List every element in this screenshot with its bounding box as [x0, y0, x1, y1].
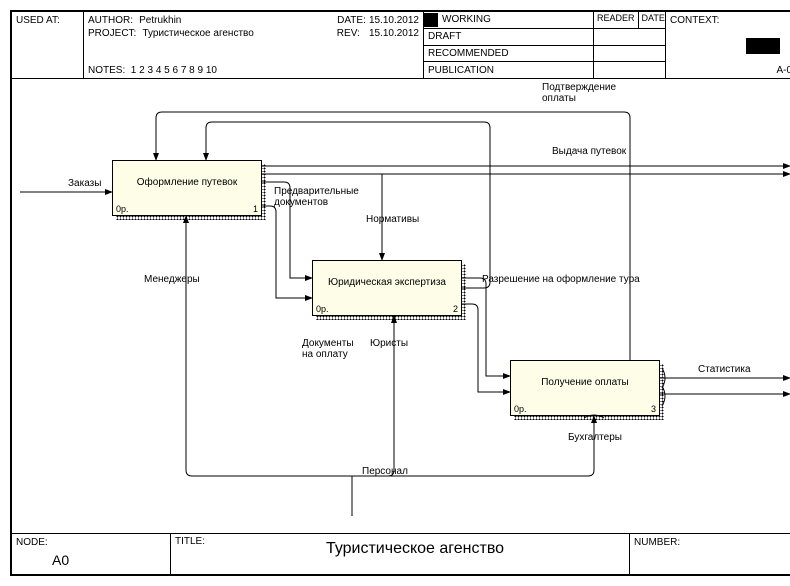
- label-predv: Предварительные документов: [274, 186, 359, 208]
- reader-label: READER: [594, 12, 639, 28]
- node-num: 1: [253, 204, 258, 214]
- status-draft: DRAFT: [424, 29, 593, 46]
- notes-label: NOTES:: [88, 65, 125, 76]
- node-oformlenie: Оформление путевок 0р. 1: [112, 160, 262, 216]
- node-id: 0р.: [514, 404, 527, 414]
- date-label: DATE:: [337, 15, 366, 26]
- node-id: 0р.: [116, 204, 129, 214]
- label-pers: Персонал: [362, 466, 408, 477]
- context-block: CONTEXT: A-0: [666, 12, 790, 78]
- label-podtv: Подтверждение оплаты: [542, 82, 616, 104]
- header: USED AT: AUTHOR: Petrukhin DATE: 15.10.2…: [12, 12, 790, 79]
- status-publication: PUBLICATION: [424, 62, 593, 78]
- notes-value: 1 2 3 4 5 6 7 8 9 10: [131, 65, 217, 76]
- footer-number: NUMBER:: [630, 534, 790, 574]
- node-yuridicheskaya: Юридическая экспертиза 0р. 2: [312, 260, 462, 316]
- label-doc: Документы на оплату: [302, 338, 354, 360]
- label-bukh: Бухгалтеры: [568, 432, 622, 443]
- node-num: 2: [453, 304, 458, 314]
- label-yur: Юристы: [370, 338, 408, 349]
- node-label: Получение оплаты: [517, 377, 653, 388]
- node-num: 3: [651, 404, 656, 414]
- label-razr: Разрешение на оформление тура: [482, 274, 640, 285]
- node-id: 0р.: [316, 304, 329, 314]
- author-block: AUTHOR: Petrukhin DATE: 15.10.2012 PROJE…: [84, 12, 424, 78]
- author-value: Petrukhin: [139, 15, 181, 26]
- idef0-frame: USED AT: AUTHOR: Petrukhin DATE: 15.10.2…: [10, 10, 790, 576]
- label-norm: Нормативы: [366, 214, 419, 225]
- context-box: [746, 38, 780, 54]
- reader-row: [594, 61, 665, 78]
- footer: NODE: A0 TITLE: Туристическое агенство N…: [12, 533, 790, 574]
- rev-label: REV:: [337, 28, 360, 39]
- footer-title: TITLE: Туристическое агенство: [171, 534, 630, 574]
- project-label: PROJECT:: [88, 28, 136, 39]
- label-mened: Менеджеры: [144, 274, 200, 285]
- reader-row: [594, 45, 665, 62]
- diagram-area: Оформление путевок 0р. 1 Юридическая экс…: [12, 78, 790, 534]
- footer-node: NODE: A0: [12, 534, 171, 574]
- date-value: 15.10.2012: [369, 15, 419, 26]
- label-vydacha: Выдача путевок: [552, 146, 626, 157]
- status-working: WORKING: [424, 12, 593, 29]
- label-stat: Статистика: [698, 364, 751, 375]
- used-at: USED AT:: [12, 12, 84, 78]
- context-id: A-0: [776, 65, 790, 76]
- reader-date-label: DATE: [639, 12, 668, 28]
- footer-title-label: TITLE:: [175, 536, 205, 547]
- project-value: Туристическое агенство: [142, 28, 253, 39]
- reader-row: [594, 28, 665, 45]
- used-at-label: USED AT:: [16, 15, 60, 26]
- rev-value: 15.10.2012: [369, 28, 419, 39]
- node-label: Юридическая экспертиза: [319, 277, 455, 288]
- label-zakazy: Заказы: [68, 178, 101, 189]
- node-label: Оформление путевок: [119, 177, 255, 188]
- status-recommended: RECOMMENDED: [424, 46, 593, 63]
- footer-number-label: NUMBER:: [634, 537, 680, 548]
- node-poluchenie: Получение оплаты 0р. 3: [510, 360, 660, 416]
- context-label: CONTEXT:: [670, 15, 719, 26]
- reader-block: READERDATE: [594, 12, 666, 78]
- footer-title-value: Туристическое агенство: [175, 540, 625, 558]
- footer-node-label: NODE:: [16, 537, 48, 548]
- status-block: WORKING DRAFT RECOMMENDED PUBLICATION: [424, 12, 594, 78]
- author-label: AUTHOR:: [88, 15, 133, 26]
